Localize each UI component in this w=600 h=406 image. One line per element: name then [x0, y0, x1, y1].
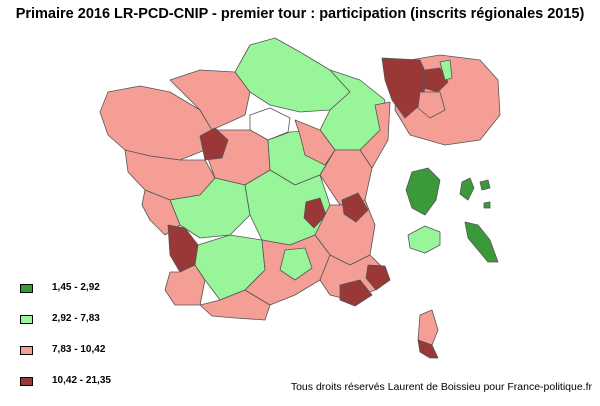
- mainland-france: [99, 37, 391, 321]
- region-west-pink: [99, 85, 213, 161]
- region-burgundy-pink: [294, 119, 336, 166]
- corsica: [417, 309, 439, 359]
- idf-centre-dark: [423, 67, 449, 93]
- map-title: Primaire 2016 LR-PCD-CNIP - premier tour…: [15, 6, 585, 22]
- region-dark-centre-west: [199, 127, 229, 161]
- region-normandy: [169, 69, 251, 131]
- region-lyon-dark: [303, 197, 327, 229]
- region-alps-dark: [341, 192, 369, 223]
- guadeloupe-dot: [483, 201, 491, 209]
- legend-label: 7,83 - 10,42: [52, 344, 106, 355]
- legend-label: 2,92 - 7,83: [52, 313, 100, 324]
- legend-swatch: [20, 284, 33, 293]
- legend-swatch: [20, 377, 33, 386]
- idf-west-dark: [381, 57, 429, 119]
- copyright-credit: Tous droits réservés Laurent de Boissieu…: [290, 381, 592, 393]
- legend-item: 7,83 - 10,42: [20, 344, 180, 375]
- corsica-south: [417, 339, 439, 359]
- ile-de-france-inset: [381, 54, 501, 146]
- region-vendee-pink: [141, 189, 181, 236]
- legend-swatch: [20, 315, 33, 324]
- legend-label: 10,42 - 21,35: [52, 375, 111, 386]
- region-pyrenees-pink: [199, 289, 271, 321]
- region-north-green: [234, 37, 351, 113]
- corsica-north: [417, 309, 439, 346]
- legend-label: 1,45 - 2,92: [52, 282, 100, 293]
- region-nice-dark: [365, 264, 391, 291]
- martinique: [464, 221, 499, 263]
- legend-item: 2,92 - 7,83: [20, 313, 180, 344]
- region-languedoc-green: [279, 247, 313, 281]
- guyane: [405, 167, 441, 216]
- idf-inner-pink: [417, 91, 446, 119]
- region-southwest-pink: [164, 264, 206, 306]
- guadeloupe: [459, 177, 475, 201]
- region-provence-dark: [339, 279, 373, 307]
- overseas-territories: [405, 167, 499, 263]
- map-legend: 1,45 - 2,92 2,92 - 7,83 7,83 - 10,42 10,…: [20, 282, 180, 406]
- legend-item: 10,42 - 21,35: [20, 375, 180, 406]
- legend-item: 1,45 - 2,92: [20, 282, 180, 313]
- idf-green: [439, 59, 453, 81]
- legend-swatch: [20, 346, 33, 355]
- reunion: [407, 225, 441, 254]
- guadeloupe-small: [479, 179, 491, 191]
